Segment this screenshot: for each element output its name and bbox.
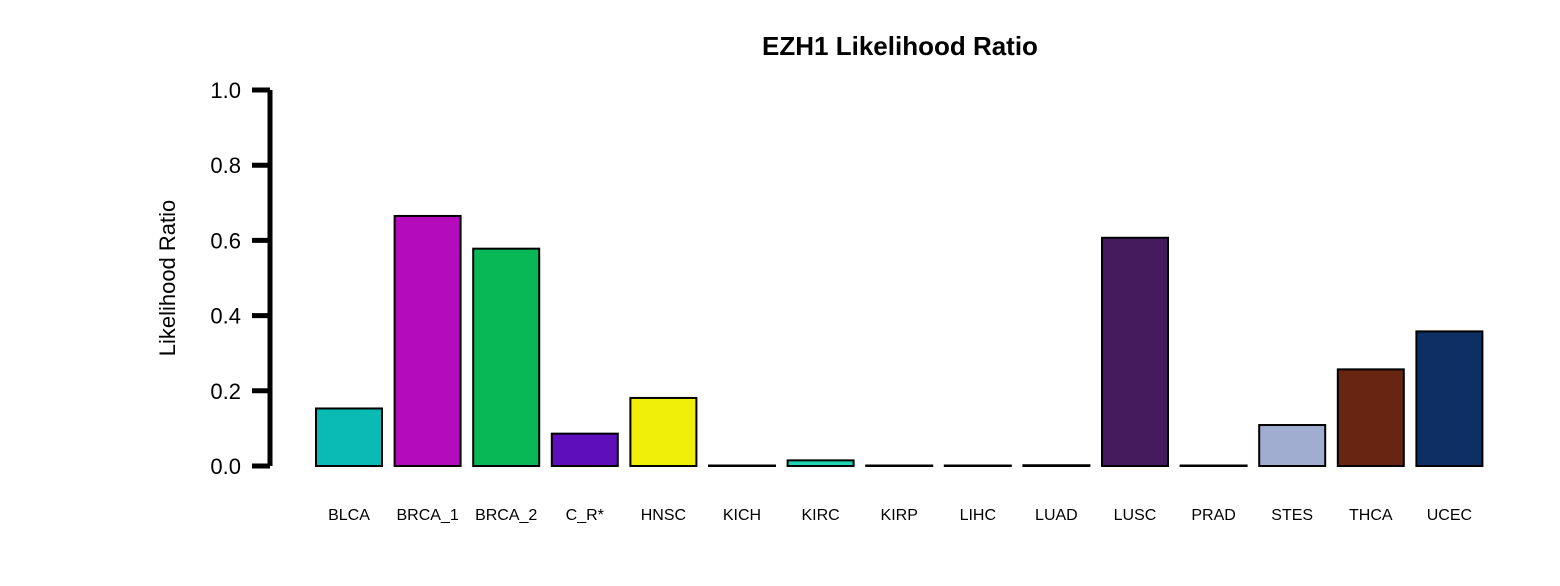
bar-lusc [1101,236,1169,467]
x-tick-label: KIRP [881,507,918,524]
y-axis-ticks: 0.0 0.2 0.4 0.6 0.8 1.0 [210,78,270,479]
bar-kirc [786,459,855,467]
chart-title: EZH1 Likelihood Ratio [762,31,1038,61]
x-tick-label: BLCA [328,507,370,524]
bar-ucec [1415,330,1484,467]
x-tick-label: UCEC [1427,507,1472,524]
bar-stes [1258,424,1327,467]
bar-c-r- [550,432,619,467]
x-tick-label: THCA [1349,507,1393,524]
y-axis-label: Likelihood Ratio [155,200,180,357]
y-tick-label: 0.2 [210,379,241,404]
x-tick-label: HNSC [641,507,686,524]
bar-thca [1336,368,1405,468]
x-tick-label: BRCA_1 [396,507,458,524]
y-tick-label: 1.0 [210,78,241,103]
bar-kirp [865,464,934,467]
x-tick-label: PRAD [1191,507,1235,524]
bars [315,214,1484,468]
y-tick-label: 0.0 [210,454,241,479]
bar-luad [1022,464,1091,467]
y-tick-label: 0.8 [210,153,241,178]
y-tick-label: 0.4 [210,304,241,329]
x-tick-label: KICH [723,507,761,524]
bar-lihc [943,464,1012,467]
x-tick-label: KIRC [801,507,839,524]
bar-kich [708,464,776,467]
y-tick-label: 0.6 [210,228,241,253]
bar-hnsc [629,396,698,467]
bar-brca-2 [472,247,541,467]
bar-blca [315,407,383,467]
bar-prad [1179,464,1248,467]
x-axis-tick-labels: BLCA BRCA_1 BRCA_2 C_R* HNSC KICH KIRC KIRP LIHC… [328,507,1472,524]
x-tick-label: LIHC [960,507,996,524]
x-tick-label: LUSC [1114,507,1157,524]
x-tick-label: C_R* [566,507,604,524]
x-tick-label: BRCA_2 [475,507,537,524]
x-tick-label: STES [1271,507,1313,524]
bar-brca-1 [393,214,462,467]
x-tick-label: LUAD [1035,507,1078,524]
